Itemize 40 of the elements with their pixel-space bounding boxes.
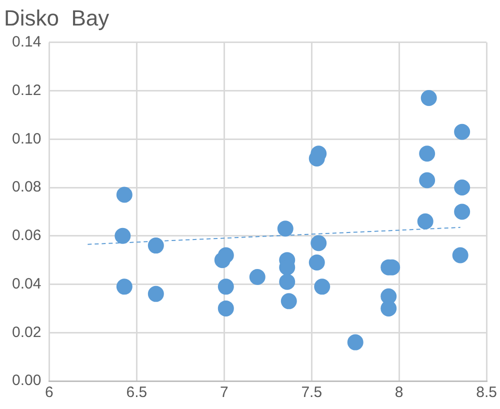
point [308,254,325,270]
point [116,186,132,203]
point [277,220,294,237]
y-tick-label: 0.08 [12,178,42,196]
point [218,247,234,264]
y-tick-label: 0.14 [12,34,42,51]
y-tick-label: 0.02 [12,324,42,341]
x-tick-label: 6 [45,384,54,402]
point [454,180,470,196]
y-tick-label: 0.12 [12,82,42,99]
point [419,172,436,188]
y-tick-label: 0.10 [12,130,42,148]
point [454,204,470,220]
y-tick-label: 0.06 [12,227,42,244]
point [420,90,437,106]
point [114,228,131,244]
y-tick-label: 0.04 [12,275,42,292]
point [249,269,266,285]
point [279,274,296,290]
point [452,247,468,264]
point [280,293,297,310]
x-tick-label: 7 [220,384,228,402]
point [380,300,397,316]
point [116,278,132,295]
point [148,286,164,302]
x-tick-label: 8 [394,384,404,402]
y-tick-label: 0.00 [12,372,42,390]
point [310,235,327,252]
x-tick-label: 7.5 [301,384,322,402]
point [419,146,436,162]
chart-title: Disko Bay [4,5,110,30]
point [314,278,330,295]
point [218,278,234,295]
x-tick-label: 8.5 [476,384,498,402]
point [347,334,364,350]
point [454,124,470,140]
point [218,300,234,316]
point [417,213,434,230]
x-tick-label: 6.5 [126,384,148,402]
point [148,238,164,254]
